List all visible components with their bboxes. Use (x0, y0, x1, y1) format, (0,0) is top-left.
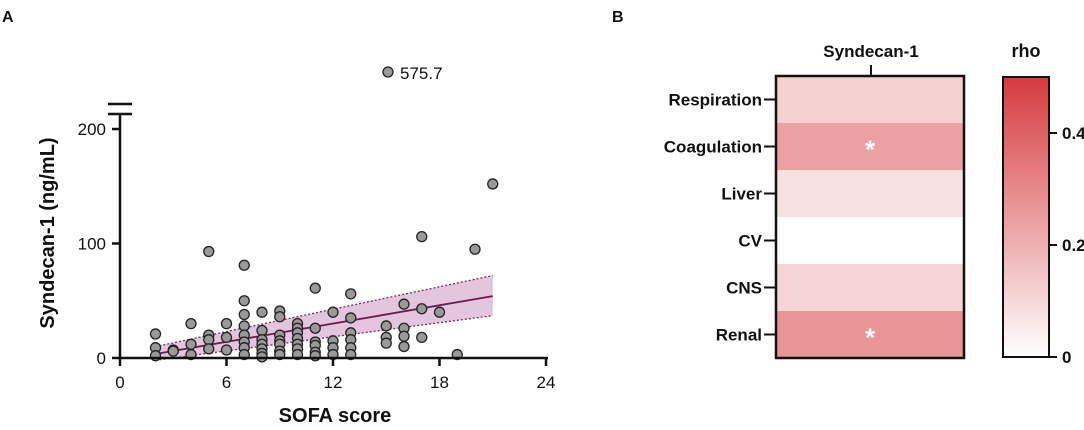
data-point (416, 331, 428, 344)
heatmap-panel: Syndecan-1 Respiration Coagulation * Liver C… (664, 41, 1084, 367)
data-point (416, 303, 428, 315)
data-point (256, 324, 268, 337)
colorbar-tick-label: 0.4 (1062, 124, 1084, 143)
data-point (203, 334, 215, 346)
data-point (220, 317, 233, 330)
data-point (220, 344, 233, 356)
data-point (238, 295, 250, 307)
heatmap-border (774, 74, 966, 360)
row-label: Respiration (668, 91, 762, 110)
outlier-point (382, 66, 394, 78)
row-label: Liver (721, 185, 762, 204)
panel-label-a: A (2, 9, 14, 26)
significance-marker: * (865, 323, 876, 353)
row-label: Renal (716, 326, 762, 345)
heatmap-cell (776, 264, 964, 311)
data-point (398, 340, 410, 353)
data-point (380, 337, 392, 349)
y-tick-label: 200 (78, 120, 106, 139)
data-point (469, 243, 481, 255)
colorbar-title: rho (1012, 41, 1041, 61)
significance-marker: * (865, 135, 876, 165)
data-point (238, 259, 250, 271)
colorbar-ticks: 0 0.2 0.4 (1049, 124, 1084, 367)
panel-label-b: B (612, 9, 624, 26)
data-point (185, 317, 197, 330)
y-tick-label: 100 (78, 235, 106, 254)
data-point (309, 282, 321, 294)
colorbar-tick-label: 0 (1062, 348, 1071, 367)
row-label: CNS (726, 279, 762, 298)
heatmap-cell (776, 311, 964, 358)
data-point (149, 328, 162, 340)
x-tick-label: 6 (222, 373, 231, 392)
heatmap-cells: Respiration Coagulation * Liver CV CNS Renal * (664, 76, 964, 358)
data-point (167, 345, 179, 357)
heatmap-column-label: Syndecan-1 (823, 42, 918, 61)
data-point (274, 311, 286, 323)
x-tick-label: 18 (430, 373, 449, 392)
heatmap-cell (776, 170, 964, 217)
data-point (345, 288, 357, 300)
colorbar (1002, 76, 1050, 358)
scatter-points (149, 178, 499, 363)
y-axis-title: Syndecan-1 (ng/mL) (37, 137, 59, 328)
data-point (185, 338, 197, 350)
data-point (345, 312, 357, 324)
heatmap-cell (776, 76, 964, 123)
data-point (220, 331, 233, 344)
data-point (398, 298, 410, 310)
scatter-panel: 0 6 12 18 24 0 100 200 575.7 SOFA score Syndec… (37, 64, 555, 427)
row-label: CV (738, 232, 762, 251)
data-point (238, 308, 250, 321)
data-point (309, 322, 321, 334)
data-point (398, 330, 410, 342)
x-tick-label: 12 (324, 373, 343, 392)
data-point (487, 178, 499, 190)
outlier-label: 575.7 (400, 64, 443, 83)
y-tick-label: 0 (97, 349, 106, 368)
heatmap-cell (776, 123, 964, 170)
y-ticks: 0 100 200 (78, 120, 120, 368)
data-point (203, 245, 215, 258)
row-label: Coagulation (664, 138, 762, 157)
x-ticks: 0 6 12 18 24 (115, 358, 555, 392)
heatmap-cell (776, 217, 964, 264)
x-axis-title: SOFA score (279, 405, 392, 427)
colorbar-tick-label: 0.2 (1062, 236, 1084, 255)
x-tick-label: 0 (115, 373, 124, 392)
data-point (380, 320, 392, 332)
data-point (327, 306, 339, 318)
data-point (203, 343, 215, 355)
data-point (416, 230, 428, 243)
data-point (433, 306, 446, 318)
x-tick-label: 24 (537, 373, 556, 392)
data-point (256, 306, 268, 318)
data-point (238, 320, 250, 332)
